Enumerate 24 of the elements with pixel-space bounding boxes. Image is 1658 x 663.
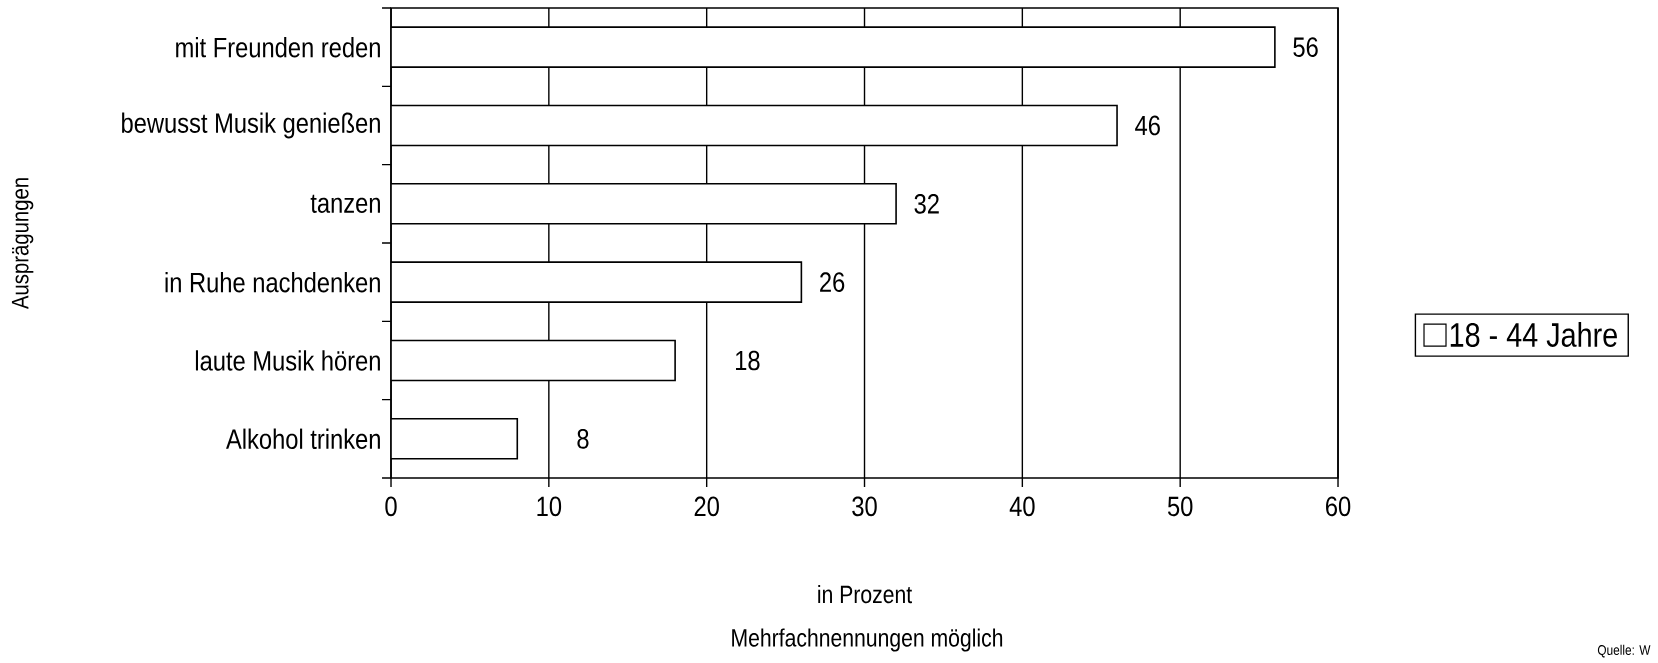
x-tick-label: 40 xyxy=(1009,496,1035,517)
y-tick-label: Alkohol trinken xyxy=(226,428,380,450)
y-tick-label: mit Freunden reden xyxy=(176,36,380,58)
data-label: 18 xyxy=(736,350,760,371)
source-note: Quelle: W xyxy=(1597,644,1651,658)
y-tick-label: bewusst Musik genießen xyxy=(122,112,380,139)
y-tick-label: tanzen xyxy=(310,194,380,213)
y-tick-label: in Ruhe nachdenken xyxy=(165,271,380,293)
text: 18 - 44 Jahre xyxy=(1450,322,1617,347)
x-axis-title: in Prozent xyxy=(818,584,912,604)
data-label: 26 xyxy=(820,272,845,293)
x-tick-label: 60 xyxy=(1326,496,1351,517)
x-tick-label: 50 xyxy=(1167,496,1193,517)
y-tick-label: laute Musik hören xyxy=(195,350,380,371)
data-label: 32 xyxy=(914,193,939,214)
data-label: 8 xyxy=(577,428,589,449)
data-label: 46 xyxy=(1135,115,1160,136)
x-tick-label: 20 xyxy=(694,496,719,517)
y-axis-title: Ausprägungen xyxy=(11,178,34,310)
text: Mehrfachnennungen möglich xyxy=(732,628,1003,652)
x-tick-label: 30 xyxy=(852,496,877,517)
data-label: 56 xyxy=(1293,37,1318,58)
x-tick-label: 0 xyxy=(385,496,397,517)
x-tick-label: 10 xyxy=(537,496,562,517)
